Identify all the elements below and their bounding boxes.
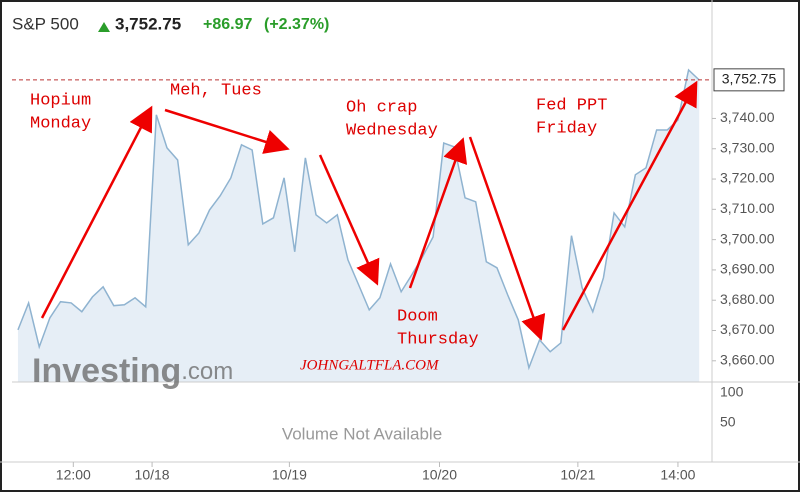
change: +86.97 xyxy=(203,16,252,33)
y-tick-label: 3,710.00 xyxy=(720,200,775,216)
y-tick-label: 3,730.00 xyxy=(720,139,775,155)
x-tick-label: 12:00 xyxy=(56,467,91,483)
last-price-label: 3,752.75 xyxy=(722,71,777,87)
y-tick-label: 3,700.00 xyxy=(720,230,775,246)
y-tick-label: 3,720.00 xyxy=(720,170,775,186)
annotation: Fed PPT xyxy=(536,96,607,115)
up-icon xyxy=(98,22,110,32)
change-pct: (+2.37%) xyxy=(264,16,329,33)
x-tick-label: 10/19 xyxy=(272,467,307,483)
annotation: Monday xyxy=(30,114,91,133)
annotation: Friday xyxy=(536,119,597,138)
watermark-suffix: .com xyxy=(181,358,233,385)
annotation: Doom xyxy=(397,307,438,326)
y-tick-label: 3,660.00 xyxy=(720,351,775,367)
annotation: Hopium xyxy=(30,91,91,110)
annotation: Oh crap xyxy=(346,98,417,117)
volume-note: Volume Not Available xyxy=(282,424,442,443)
annotation: Thursday xyxy=(397,330,479,349)
volume-tick-label: 50 xyxy=(720,414,736,430)
credit: JOHNGALTFLA.COM xyxy=(300,357,440,373)
y-tick-label: 3,670.00 xyxy=(720,321,775,337)
x-tick-label: 10/20 xyxy=(422,467,457,483)
y-tick-label: 3,740.00 xyxy=(720,109,775,125)
watermark: Investing.com xyxy=(32,352,233,390)
last-price-box xyxy=(713,68,785,92)
x-tick-label: 10/21 xyxy=(560,467,595,483)
x-tick-label: 14:00 xyxy=(660,467,695,483)
area xyxy=(17,69,700,382)
ticker: S&P 500 xyxy=(12,14,79,33)
y-tick-label: 3,690.00 xyxy=(720,261,775,277)
price: 3,752.75 xyxy=(115,14,181,33)
watermark-main: Investing xyxy=(32,352,181,390)
arrows xyxy=(40,80,698,341)
annotation: Wednesday xyxy=(346,121,438,140)
x-tick-label: 10/18 xyxy=(135,467,170,483)
volume-tick-label: 100 xyxy=(720,384,744,400)
y-tick-label: 3,680.00 xyxy=(720,291,775,307)
annotation: Meh, Tues xyxy=(170,81,262,100)
